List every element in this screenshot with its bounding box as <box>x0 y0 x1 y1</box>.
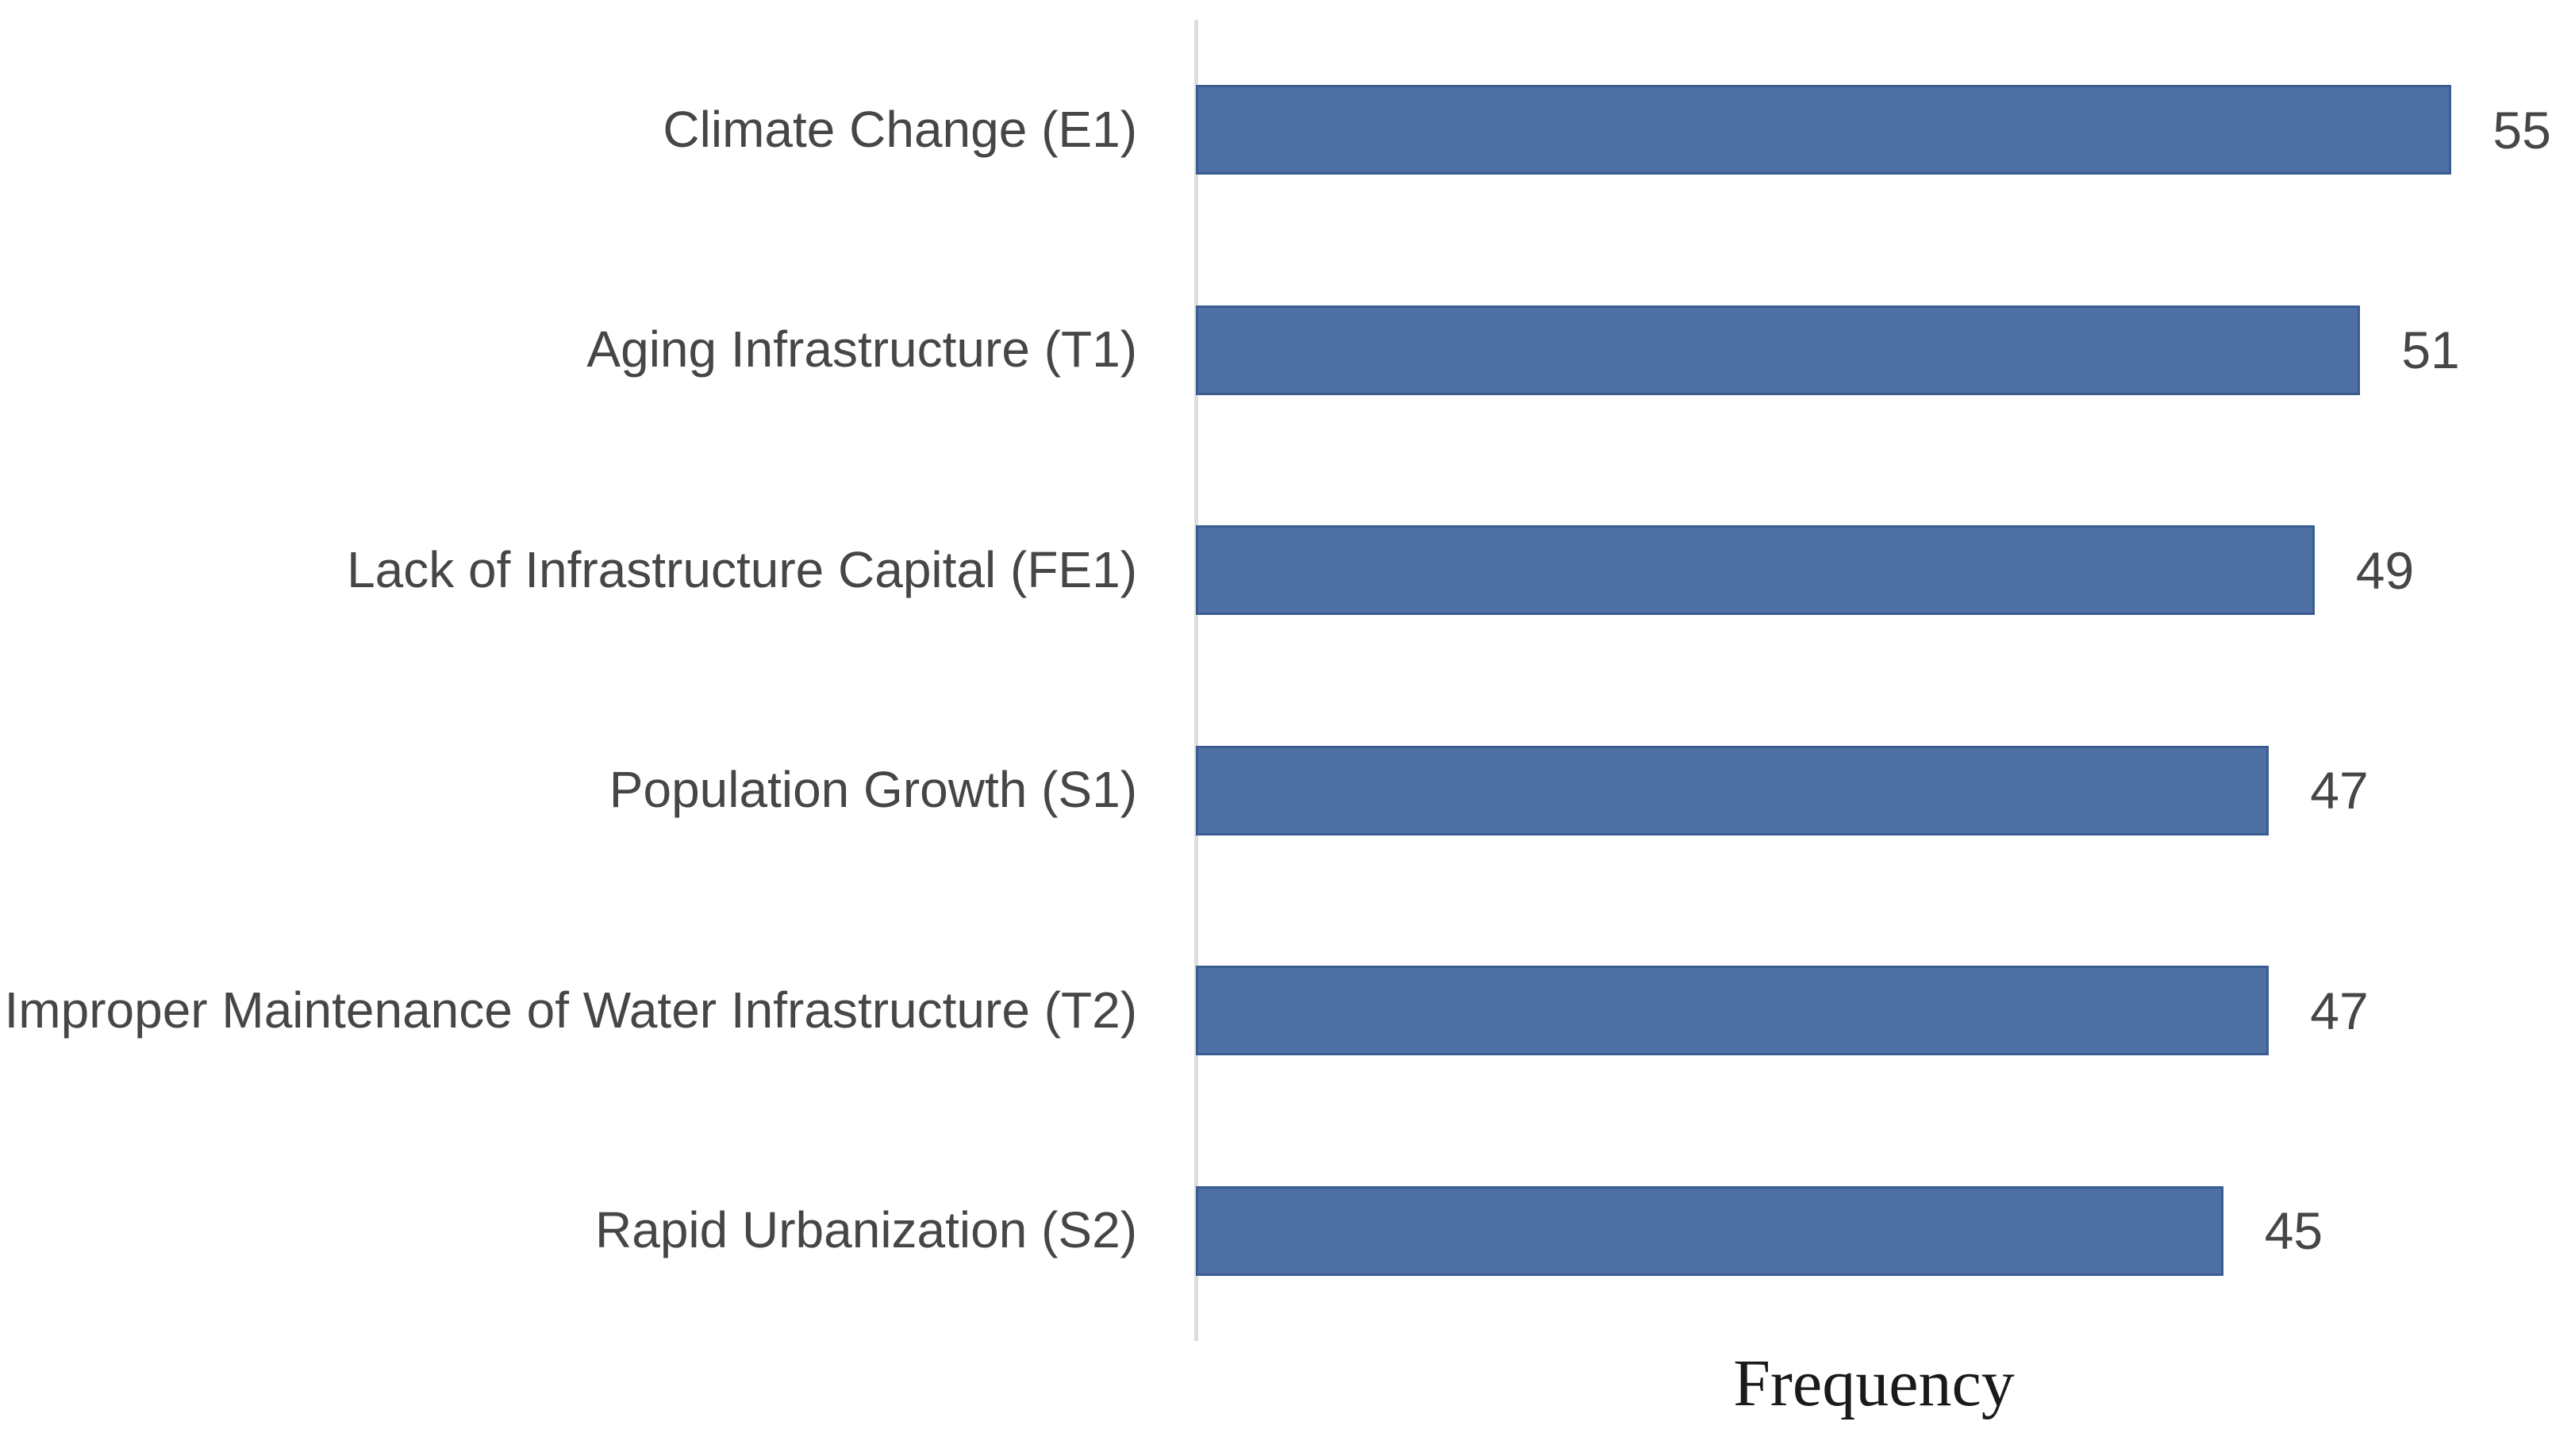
chart-row: Population Growth (S1) 47 <box>0 681 2552 901</box>
value-label: 49 <box>2355 540 2415 600</box>
category-label: Lack of Infrastructure Capital (FE1) <box>347 540 1137 598</box>
bar-track: 51 <box>1196 305 2552 395</box>
bar <box>1196 1185 2223 1276</box>
chart-row: Climate Change (E1) 55 <box>0 20 2552 240</box>
chart-row: Improper Maintenance of Water Infrastruc… <box>0 901 2552 1121</box>
value-label: 51 <box>2401 321 2460 380</box>
category-label: Improper Maintenance of Water Infrastruc… <box>4 981 1138 1039</box>
category-label: Aging Infrastructure (T1) <box>586 321 1137 378</box>
bar <box>1196 305 2361 395</box>
x-axis-title: Frequency <box>1733 1347 2015 1420</box>
value-label: 47 <box>2310 761 2369 820</box>
chart-row: Rapid Urbanization (S2) 45 <box>0 1121 2552 1342</box>
bar <box>1196 966 2270 1056</box>
chart-row: Aging Infrastructure (T1) 51 <box>0 240 2552 461</box>
bar-track: 49 <box>1196 525 2552 616</box>
bar-track: 55 <box>1196 85 2552 175</box>
y-axis-line <box>1194 20 1198 1341</box>
chart-row: Lack of Infrastructure Capital (FE1) 49 <box>0 460 2552 681</box>
value-label: 47 <box>2310 981 2369 1040</box>
bar-track: 47 <box>1196 745 2552 836</box>
category-label: Climate Change (E1) <box>663 100 1137 158</box>
value-label: 45 <box>2264 1201 2323 1261</box>
bar-track: 47 <box>1196 966 2552 1056</box>
plot-area: Climate Change (E1) 55 Aging Infrastructur… <box>0 20 2552 1341</box>
category-label: Rapid Urbanization (S2) <box>595 1201 1137 1259</box>
value-label: 55 <box>2492 100 2551 159</box>
bar <box>1196 745 2270 836</box>
bar-track: 45 <box>1196 1185 2552 1276</box>
category-label: Population Growth (S1) <box>609 761 1137 819</box>
bar <box>1196 85 2452 175</box>
bar <box>1196 525 2315 616</box>
